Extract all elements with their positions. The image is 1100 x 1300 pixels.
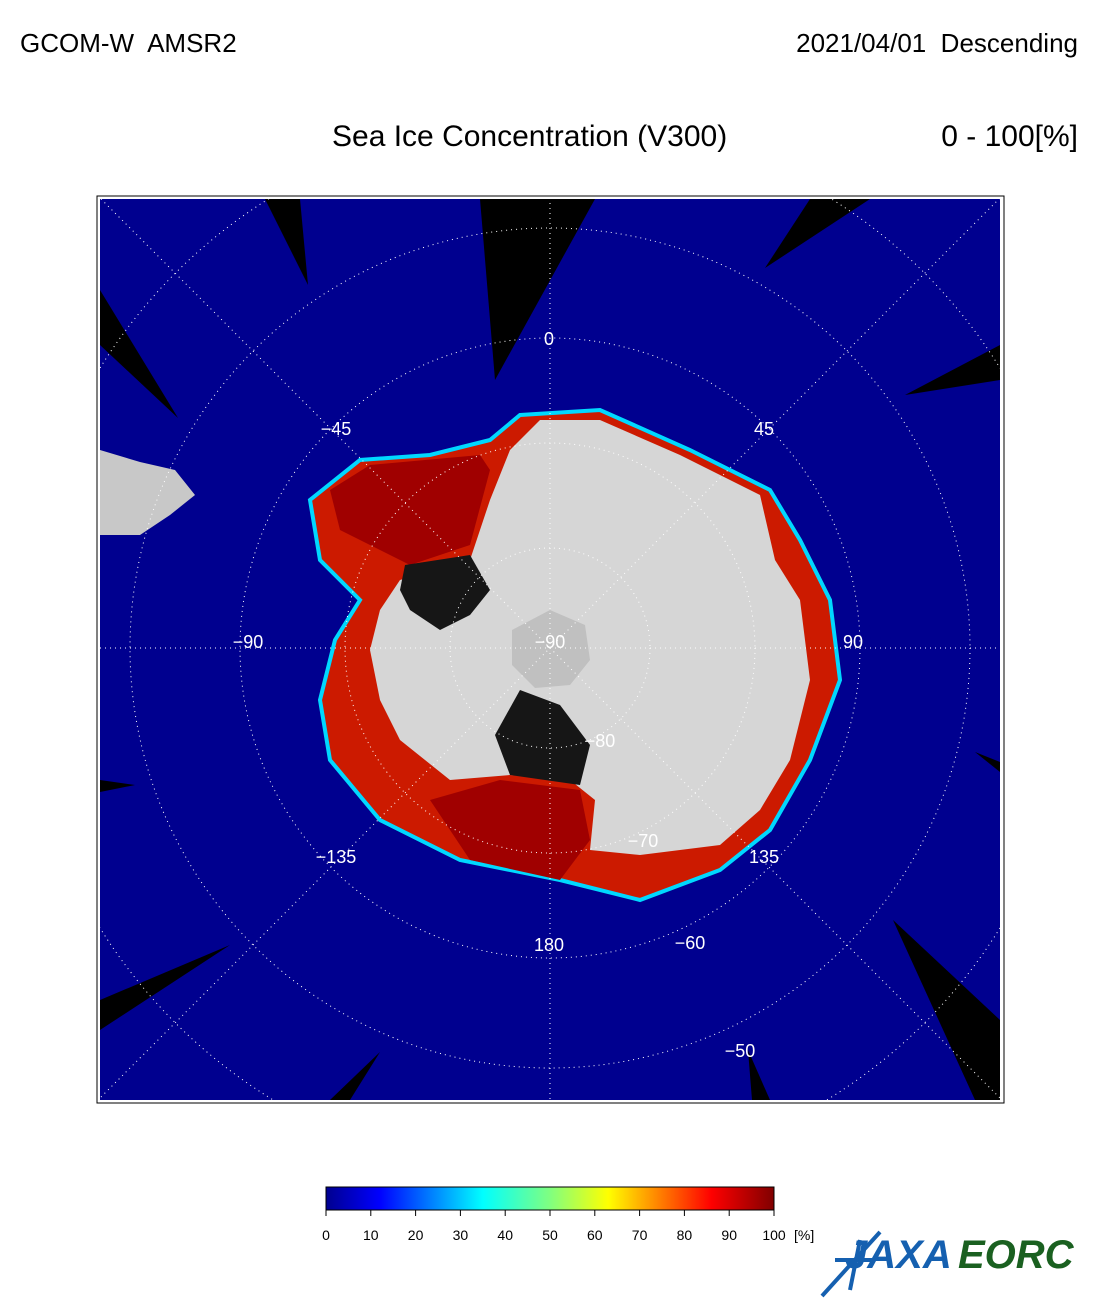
longitude-label: −135 — [316, 847, 357, 867]
longitude-label: 0 — [544, 329, 554, 349]
logo-jaxa: JAXA — [845, 1233, 952, 1277]
latitude-label: −80 — [585, 731, 616, 751]
colorbar-ticks: 0 10 20 30 40 50 60 70 80 90 100 — [322, 1210, 786, 1243]
land — [100, 450, 195, 535]
longitude-label: 180 — [534, 935, 564, 955]
colorbar-tick-label: 50 — [542, 1227, 558, 1243]
longitude-label: 135 — [749, 847, 779, 867]
logo-mark — [820, 1230, 882, 1298]
latitude-label: −70 — [628, 831, 659, 851]
colorbar-tick-label: 30 — [453, 1227, 469, 1243]
map-labels: 0 45 90 135 180 −135 −90 −45 −90 −80 −70 −60 −50 — [233, 329, 863, 1061]
colorbar-tick-label: 80 — [677, 1227, 693, 1243]
no-data — [100, 199, 1000, 1100]
longitude-label: −90 — [233, 632, 264, 652]
title: Sea Ice Concentration (V300) — [332, 120, 728, 153]
colorbar-tick-label: 20 — [408, 1227, 424, 1243]
longitude-label: −45 — [321, 419, 352, 439]
range: 0 - 100[%] — [941, 120, 1078, 153]
colorbar-tick-label: 0 — [322, 1227, 330, 1243]
colorbar-tick-label: 100 — [762, 1227, 786, 1243]
logo-eorc: EORC — [958, 1233, 1075, 1277]
latitude-label: −50 — [725, 1041, 756, 1061]
longitude-label: 45 — [754, 419, 774, 439]
ice-shelf — [400, 555, 490, 630]
latitude-label: −90 — [535, 632, 566, 652]
date: 2021/04/01 Descending — [796, 28, 1078, 58]
continent — [370, 420, 810, 855]
colorbar-unit: [%] — [794, 1227, 814, 1243]
sea-ice-dense — [430, 780, 590, 880]
colorbar-tick-label: 90 — [721, 1227, 737, 1243]
sea-ice-dense — [330, 455, 490, 565]
colorbar-tick-label: 10 — [363, 1227, 379, 1243]
meridian — [100, 199, 1000, 1099]
latitude-label: −60 — [675, 933, 706, 953]
satellite: GCOM-W AMSR2 — [20, 28, 237, 58]
colorbar-tick-label: 70 — [632, 1227, 648, 1243]
colorbar — [325, 1186, 775, 1211]
ice-shelf — [495, 690, 590, 785]
colorbar-tick-label: 60 — [587, 1227, 603, 1243]
colorbar-tick-label: 40 — [497, 1227, 513, 1243]
pole-hole — [512, 610, 590, 688]
longitude-label: 90 — [843, 632, 863, 652]
